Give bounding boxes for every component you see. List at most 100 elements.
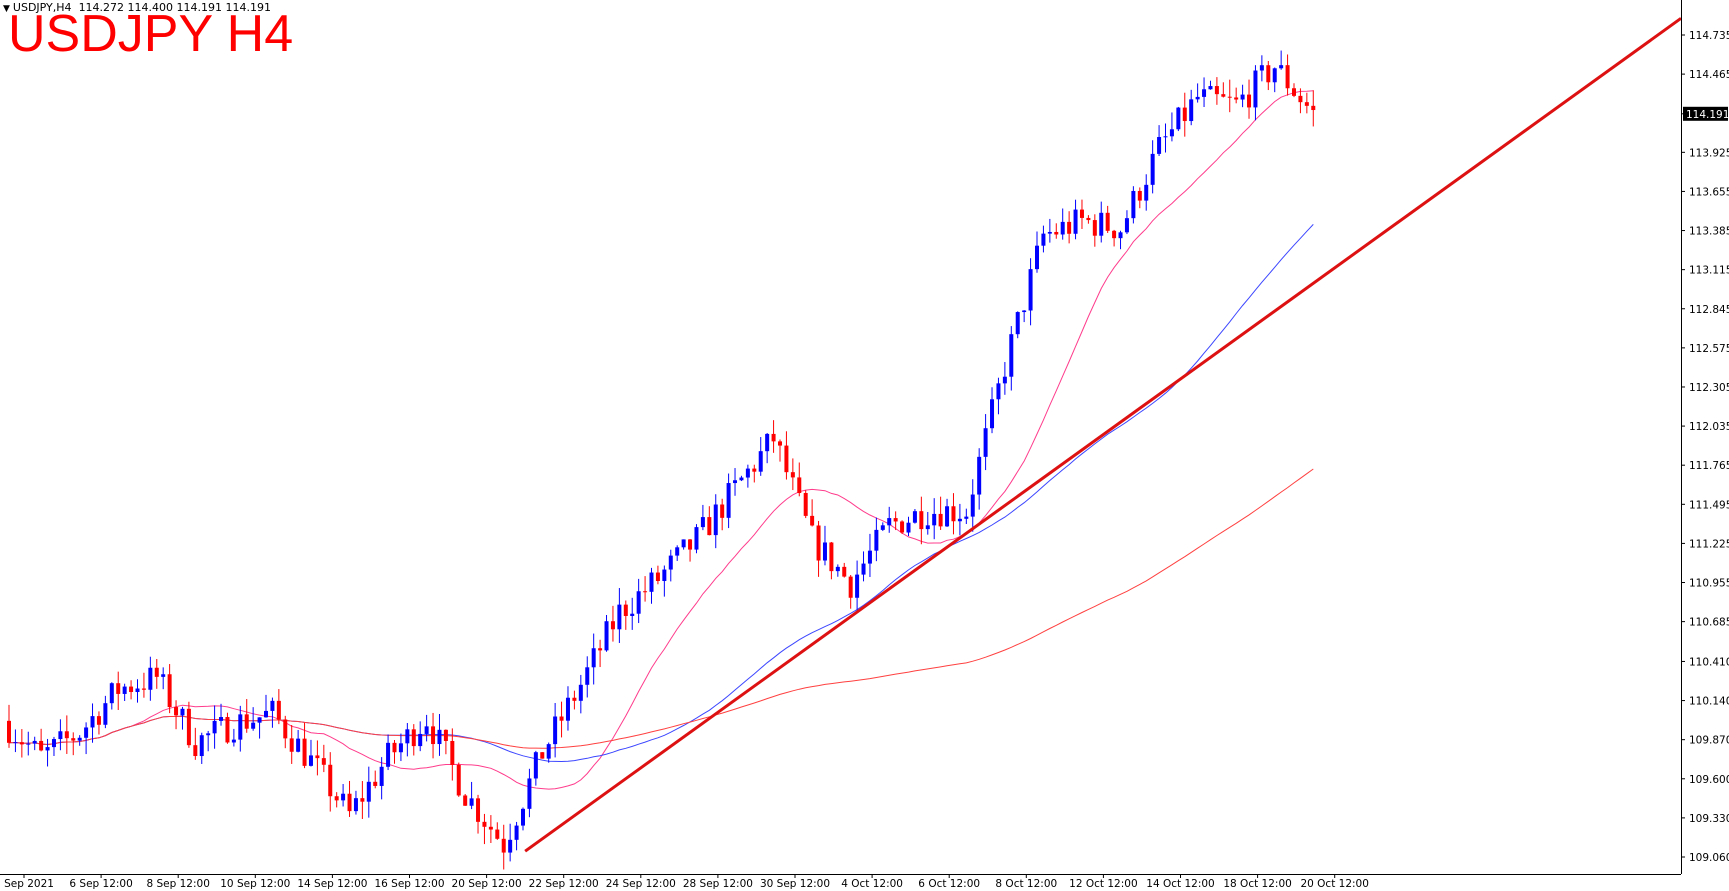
candle-body	[1002, 376, 1007, 384]
candle-body	[1118, 232, 1123, 239]
candle-body	[488, 826, 493, 830]
candle-body	[700, 517, 705, 528]
candle-body	[373, 781, 378, 786]
candle-body	[778, 441, 782, 446]
candle-body	[148, 667, 153, 690]
chart-info-bar: ▼ USDJPY,H4 114.272 114.400 114.191 114.1…	[3, 1, 271, 14]
candle-body	[598, 648, 603, 651]
y-tick-label: 109.600	[1689, 774, 1729, 786]
candle-body	[649, 572, 654, 592]
candle-body	[565, 697, 570, 721]
x-tick-label: 18 Oct 12:00	[1223, 878, 1291, 890]
candle-body	[957, 518, 962, 522]
candle-body	[726, 483, 731, 518]
candle-body	[289, 738, 294, 752]
candle-body	[739, 477, 744, 481]
candles-layer	[7, 50, 1316, 870]
current-price-tag	[1683, 106, 1728, 121]
candle-body	[810, 515, 815, 526]
candle-body	[900, 521, 905, 533]
candle-body	[398, 743, 403, 753]
candle-body	[501, 838, 506, 853]
candle-body	[1137, 190, 1142, 201]
candle-body	[1054, 231, 1059, 235]
y-tick-label: 109.330	[1689, 813, 1729, 825]
candle-body	[688, 539, 693, 550]
candle-body	[1022, 310, 1027, 313]
y-tick-label: 112.575	[1689, 343, 1729, 355]
x-tick-label: 4 Oct 12:00	[841, 878, 903, 890]
candle-body	[533, 752, 538, 779]
candle-body	[983, 428, 988, 457]
y-tick-label: 112.035	[1689, 421, 1729, 433]
candle-body	[990, 399, 995, 429]
candle-body	[1112, 230, 1117, 239]
candle-body	[1086, 217, 1091, 221]
candle-body	[842, 566, 847, 577]
ascending-trendline[interactable]	[524, 17, 1682, 853]
candle-body	[1105, 212, 1110, 231]
candle-body	[1131, 190, 1136, 219]
x-tick-label: 6 Oct 12:00	[918, 878, 980, 890]
candle-body	[681, 539, 686, 548]
candle-body	[469, 798, 474, 806]
candle-body	[1247, 94, 1252, 108]
dropdown-arrow-icon[interactable]: ▼	[3, 4, 10, 14]
y-tick-label: 114.735	[1689, 30, 1729, 42]
candle-body	[238, 714, 243, 740]
candle-body	[296, 738, 301, 752]
y-tick-label: 113.115	[1689, 265, 1729, 277]
candle-body	[13, 742, 18, 744]
candle-body	[476, 798, 481, 822]
candle-body	[572, 697, 577, 701]
candle-body	[546, 744, 551, 759]
candle-body	[893, 518, 898, 522]
candle-body	[276, 700, 281, 720]
trendline-layer[interactable]	[524, 17, 1682, 853]
candle-body	[1189, 99, 1194, 122]
candle-body	[19, 742, 24, 745]
y-tick-label: 111.765	[1689, 460, 1729, 472]
y-tick-label: 113.925	[1689, 147, 1729, 159]
candle-body	[302, 738, 307, 766]
candle-body	[591, 648, 596, 668]
candle-body	[1157, 137, 1162, 154]
x-tick-label: 16 Sep 12:00	[374, 878, 444, 890]
candle-body	[456, 764, 461, 796]
candle-body	[745, 468, 750, 478]
candle-body	[135, 688, 140, 693]
candle-body	[1041, 233, 1046, 246]
candle-body	[174, 707, 179, 716]
candle-body	[668, 555, 673, 570]
candle-body	[366, 781, 371, 802]
candle-body	[450, 740, 455, 765]
x-tick-label: 28 Sep 12:00	[683, 878, 753, 890]
x-tick-label: 20 Sep 12:00	[452, 878, 522, 890]
y-tick-label: 109.060	[1689, 852, 1729, 864]
candle-body	[887, 518, 892, 526]
candle-body	[874, 529, 879, 551]
candle-body	[707, 517, 712, 536]
candle-body	[790, 472, 795, 478]
candle-body	[392, 742, 397, 753]
y-tick-label: 112.305	[1689, 382, 1729, 394]
candle-body	[720, 504, 725, 518]
x-tick-label: 10 Sep 12:00	[220, 878, 290, 890]
candle-body	[308, 755, 313, 766]
candle-body	[970, 494, 975, 517]
candle-body	[932, 513, 937, 526]
candle-body	[129, 686, 134, 693]
candle-body	[585, 667, 590, 685]
candle-body	[1195, 96, 1200, 100]
ma-fast-line	[8, 90, 1314, 790]
candle-body	[508, 839, 513, 853]
candle-body	[405, 729, 410, 744]
candle-body	[540, 752, 545, 759]
candle-body	[116, 683, 121, 694]
candle-body	[495, 829, 500, 839]
candle-body	[1292, 88, 1296, 96]
y-tick-label: 113.385	[1689, 226, 1729, 238]
x-tick-label: 14 Oct 12:00	[1146, 878, 1214, 890]
candle-body	[912, 511, 917, 523]
